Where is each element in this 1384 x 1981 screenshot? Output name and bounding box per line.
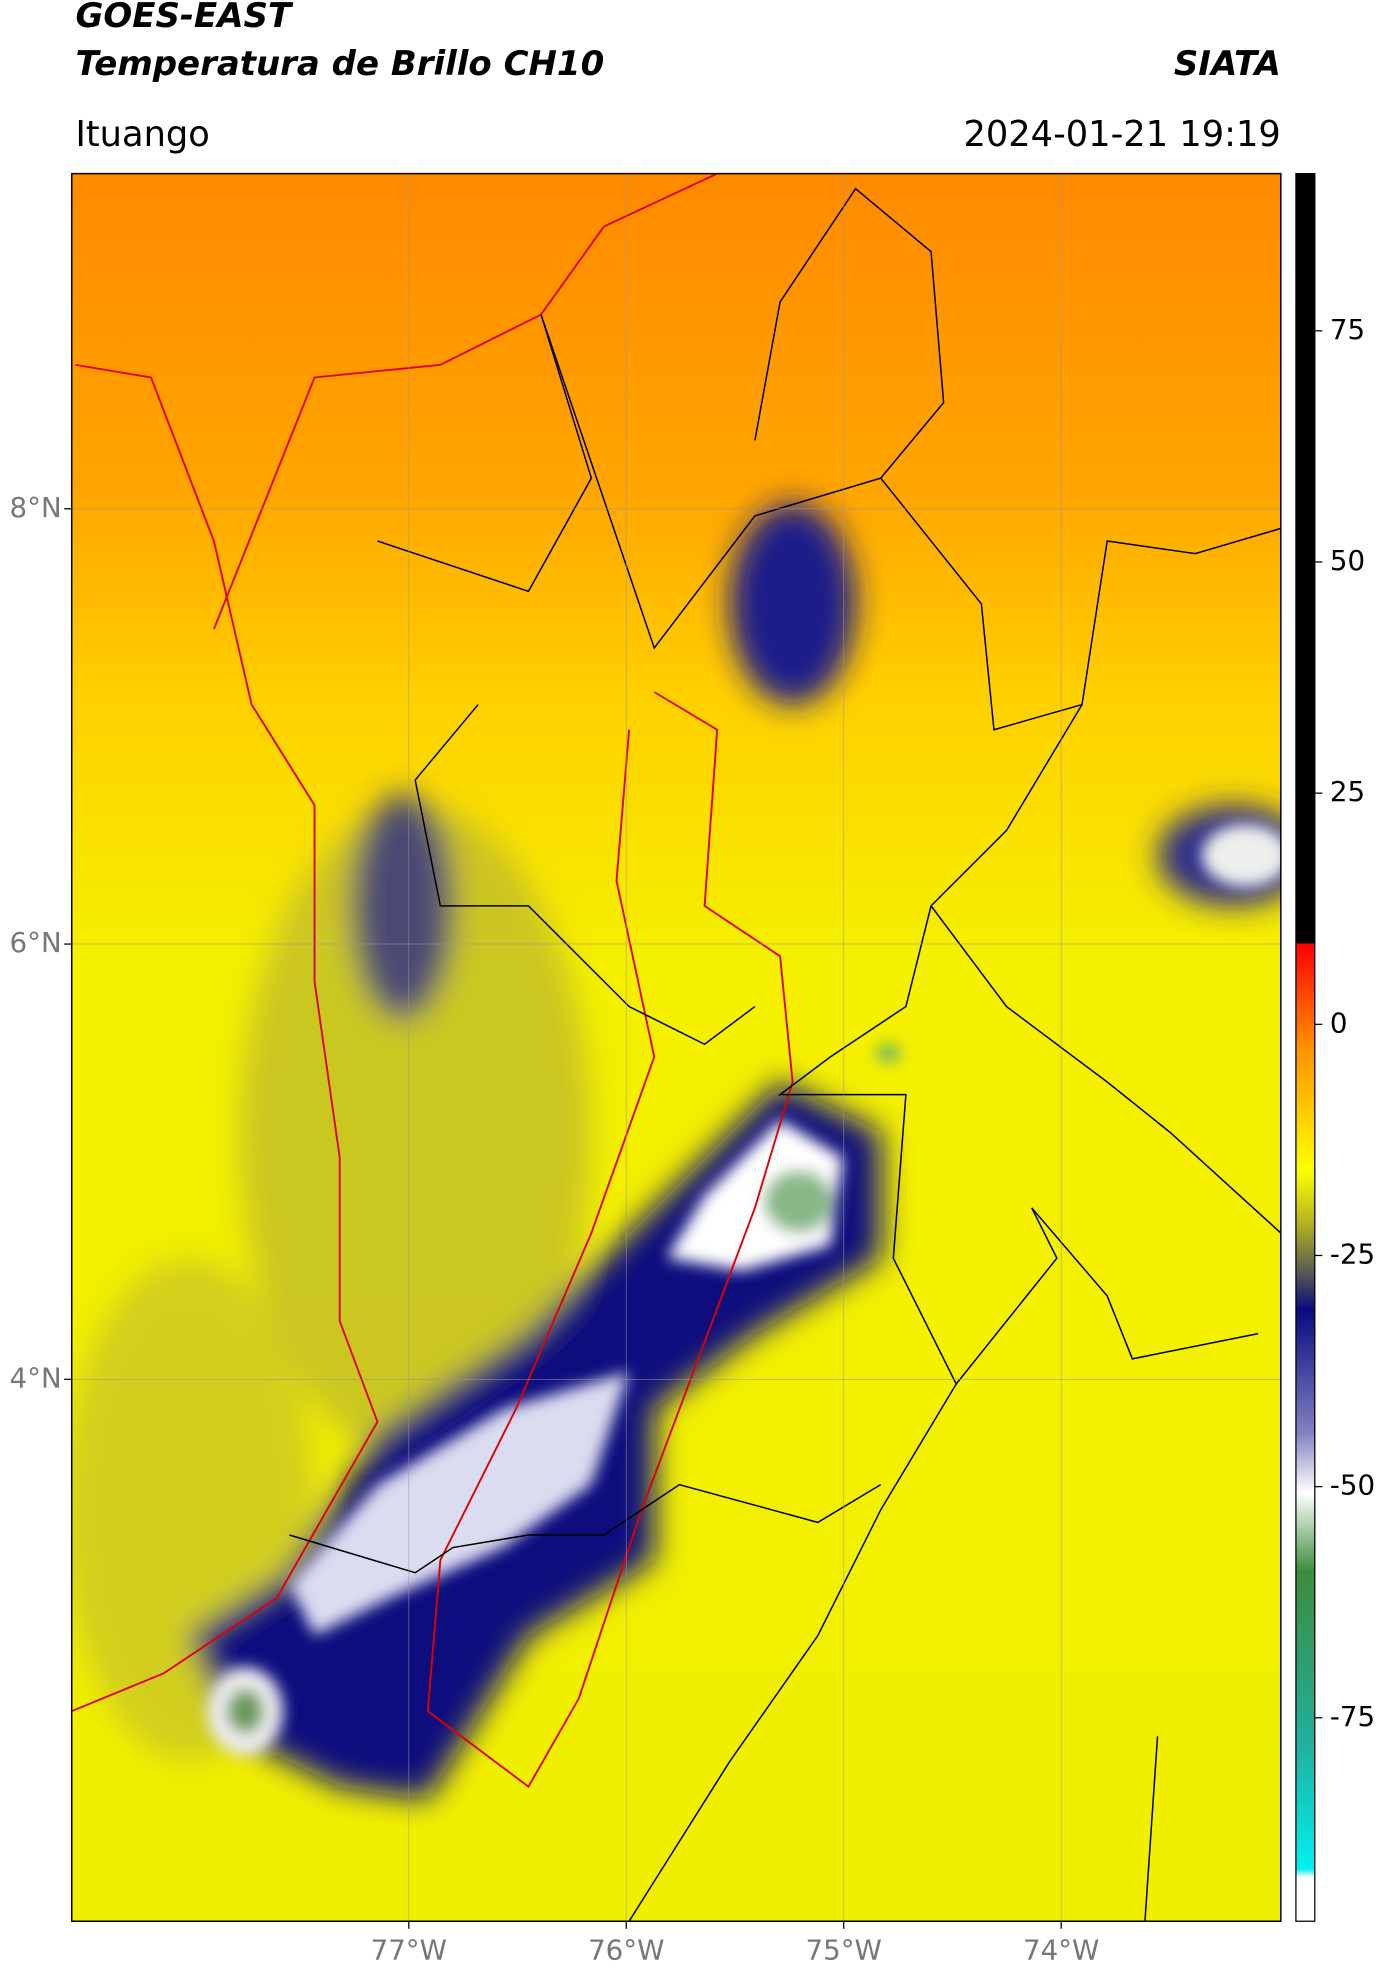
colorbar-tick-label: -25 xyxy=(1330,1237,1375,1270)
map-image xyxy=(71,173,1281,1922)
colorbar-tick-label: 75 xyxy=(1330,313,1365,346)
source: SIATA xyxy=(1174,44,1281,84)
subtitle: Temperatura de Brillo CH10 xyxy=(75,44,604,84)
colorbar-tick-label: 25 xyxy=(1330,775,1365,808)
location: Ituango xyxy=(75,114,209,155)
datetime: 2024-01-21 19:19 xyxy=(963,114,1280,155)
colorbar xyxy=(1295,172,1316,1922)
y-tick-label: 4°N xyxy=(10,1361,62,1394)
map-frame xyxy=(70,172,1282,1922)
x-tick-label: 76°W xyxy=(588,1933,664,1966)
colorbar-tick-label: 50 xyxy=(1330,544,1365,577)
y-tick-label: 8°N xyxy=(10,491,62,524)
x-tick-label: 74°W xyxy=(1023,1933,1099,1966)
x-tick-label: 77°W xyxy=(371,1933,447,1966)
y-tick-label: 6°N xyxy=(10,926,62,959)
colorbar-tick-label: 0 xyxy=(1330,1006,1348,1039)
colorbar-tick-label: -50 xyxy=(1330,1469,1375,1502)
colorbar-tick-label: -75 xyxy=(1330,1700,1375,1733)
x-tick-label: 75°W xyxy=(806,1933,882,1966)
title: GOES-EAST xyxy=(75,0,293,36)
